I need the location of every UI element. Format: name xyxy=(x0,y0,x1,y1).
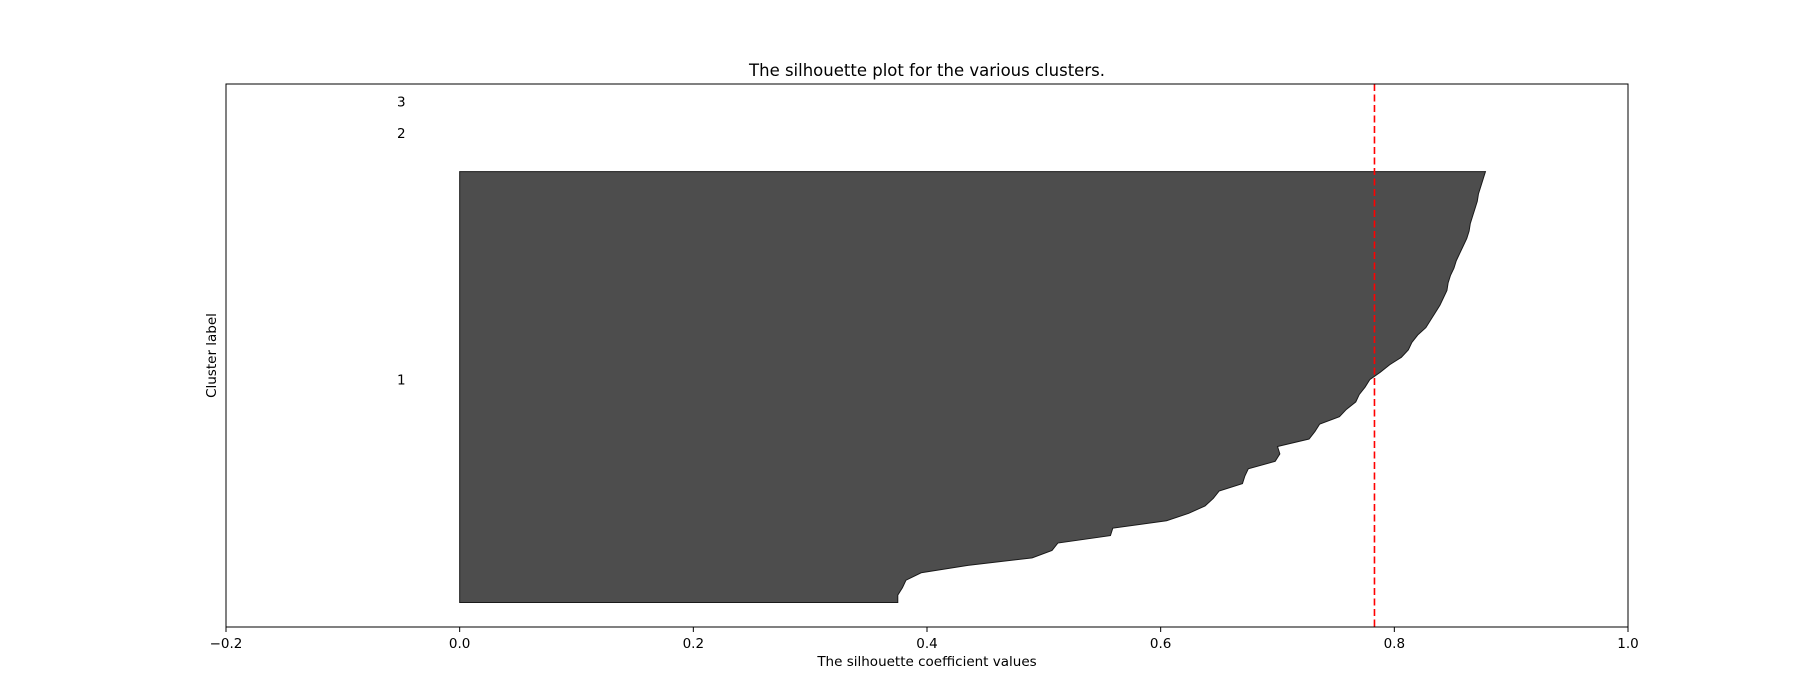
x-tick-label: 0.8 xyxy=(1384,636,1405,652)
silhouette-cluster-1 xyxy=(459,171,1487,603)
cluster-label: 2 xyxy=(397,126,406,142)
x-ticks: −0.2 0.0 0.2 0.4 0.6 0.8 1.0 xyxy=(210,627,1639,652)
cluster-label: 1 xyxy=(397,372,406,388)
x-tick-label: 1.0 xyxy=(1617,636,1638,652)
silhouette-layer xyxy=(459,171,1487,603)
cluster-label-layer: 1 2 3 xyxy=(397,95,406,389)
x-tick-label: −0.2 xyxy=(210,636,243,652)
x-axis-label: The silhouette coefficient values xyxy=(816,654,1036,670)
cluster-label: 3 xyxy=(397,95,406,111)
x-tick-label: 0.2 xyxy=(683,636,704,652)
x-tick-label: 0.0 xyxy=(449,636,470,652)
x-tick-label: 0.6 xyxy=(1150,636,1171,652)
x-tick-label: 0.4 xyxy=(916,636,937,652)
chart-title: The silhouette plot for the various clus… xyxy=(748,61,1105,80)
y-axis-label: Cluster label xyxy=(204,313,220,398)
